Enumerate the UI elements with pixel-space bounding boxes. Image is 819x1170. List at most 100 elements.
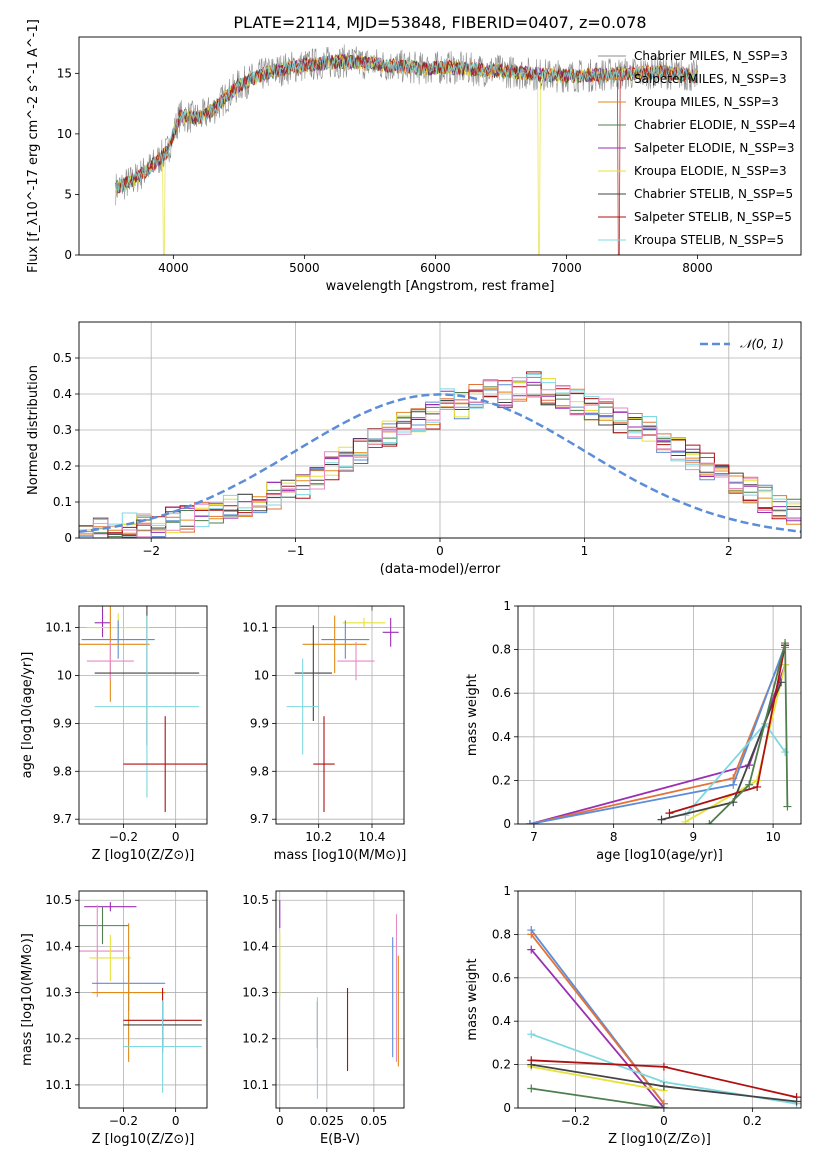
weight_vs_Z-axes: −0.2 0 0.2 0 0.2 0.4 0.6 0.8 1 <box>492 884 801 1128</box>
weight_vs_Z-frame <box>517 890 802 1109</box>
weight_vs_age-xlabel: age [log10(age/yr)] <box>596 848 723 863</box>
legend-entry: Chabrier ELODIE, N_SSP=4 <box>634 118 796 132</box>
x-tick-label: 8 <box>610 830 618 844</box>
data-point <box>659 1082 668 1091</box>
data-point <box>665 809 674 818</box>
data-point <box>527 1030 536 1039</box>
residuals-marks <box>79 371 801 538</box>
x-tick-label: 10 <box>765 830 780 844</box>
age_vs_mass-frame <box>275 605 405 825</box>
legend-entry: Salpeter MILES, N_SSP=3 <box>634 72 787 86</box>
mass_vs_ebv-xlabel: E(B-V) <box>320 1132 360 1147</box>
legend-entry: Chabrier STELIB, N_SSP=5 <box>634 187 793 201</box>
legend-entry: Kroupa STELIB, N_SSP=5 <box>634 233 784 247</box>
weight_vs_age-marks <box>525 639 792 824</box>
x-tick-label: 0.025 <box>310 1114 344 1128</box>
mass_vs_Z-frame <box>78 890 208 1109</box>
y-tick-label: 10 <box>57 668 72 682</box>
data-point <box>657 815 666 824</box>
y-tick-label: 0.4 <box>53 387 72 401</box>
mass-weight-line <box>529 647 786 824</box>
spectrum-series-line <box>115 53 698 255</box>
legend-entry: Salpeter ELODIE, N_SSP=3 <box>634 141 795 155</box>
histogram-series-line <box>79 373 801 538</box>
mass_vs_Z-xlabel: Z [log10(Z/Z⊙)] <box>92 1132 195 1147</box>
data-point <box>781 639 790 648</box>
age_vs_Z-frame <box>78 605 208 825</box>
age_vs_mass-axes: 10.2 10.4 9.7 9.8 9.9 10 10.1 <box>242 606 404 844</box>
age_vs_Z-ylabel: age [log10(age/yr)] <box>20 652 35 779</box>
y-tick-label: 5 <box>64 187 72 201</box>
data-point <box>783 802 792 811</box>
y-tick-label: 0 <box>64 248 72 262</box>
data-point <box>745 780 754 789</box>
y-tick-label: 0.5 <box>53 351 72 365</box>
y-tick-label: 0.4 <box>492 730 511 744</box>
mass-weight-line <box>530 949 665 1108</box>
y-tick-label: 0.2 <box>492 1058 511 1072</box>
y-tick-label: 0 <box>503 1101 511 1115</box>
x-tick-label: 10.4 <box>359 830 386 844</box>
x-tick-label: 7000 <box>551 261 582 275</box>
spectrum-series-line <box>115 54 698 195</box>
residuals-frame <box>78 321 802 539</box>
y-tick-label: 10.5 <box>45 893 72 907</box>
weight_vs_age-axes: 7 8 9 10 0 0.2 0.4 0.6 0.8 1 <box>492 599 801 844</box>
spectrum-xlabel: wavelength [Angstrom, rest frame] <box>326 279 555 294</box>
spectrum-frame <box>78 36 802 256</box>
mass-weight-line <box>531 1087 665 1108</box>
x-tick-label: 2 <box>725 544 733 558</box>
mass_vs_Z-axes: −0.2 0 10.1 10.2 10.3 10.4 10.5 <box>45 891 207 1128</box>
x-tick-label: 0 <box>172 1114 180 1128</box>
mass_vs_ebv-marks <box>279 900 399 1099</box>
y-tick-label: 0.8 <box>492 643 511 657</box>
data-point <box>527 945 536 954</box>
age_vs_Z-xlabel: Z [log10(Z/Z⊙)] <box>92 848 195 863</box>
x-tick-label: 7 <box>530 830 538 844</box>
residuals-axes: −2 −1 0 1 2 0 0.1 0.2 0.3 0.4 0.5 <box>53 322 801 558</box>
mass-weight-line <box>708 642 789 824</box>
x-tick-label: −2 <box>142 544 160 558</box>
y-tick-label: 0.1 <box>53 495 72 509</box>
age_vs_Z-marks <box>79 606 207 813</box>
residuals-ylabel: Normed distribution <box>26 365 41 495</box>
y-tick-label: 0.2 <box>53 459 72 473</box>
x-tick-label: 8000 <box>682 261 713 275</box>
histogram-series-line <box>79 377 801 538</box>
x-tick-label: 0 <box>172 830 180 844</box>
y-tick-label: 9.9 <box>53 716 72 730</box>
data-point <box>705 820 714 824</box>
x-tick-label: 4000 <box>158 261 189 275</box>
y-tick-label: 10.2 <box>45 1032 72 1046</box>
y-tick-label: 10 <box>57 127 72 141</box>
y-tick-label: 0.2 <box>492 773 511 787</box>
legend-entry: 𝒩(0, 1) <box>740 337 784 351</box>
data-point <box>527 1060 536 1069</box>
data-point <box>792 1097 801 1106</box>
x-tick-label: 0 <box>660 1114 668 1128</box>
y-tick-label: 0.6 <box>492 971 511 985</box>
data-point <box>527 930 536 939</box>
y-tick-label: 0.6 <box>492 686 511 700</box>
weight_vs_Z-xlabel: Z [log10(Z/Z⊙)] <box>608 1132 711 1147</box>
spectrum-axes: 4000 5000 6000 7000 8000 0 5 10 15 <box>57 66 713 275</box>
x-tick-label: 0 <box>276 1114 284 1128</box>
age_vs_Z-axes: −0.2 0 9.7 9.8 9.9 10 10.1 <box>45 606 207 844</box>
spectrum-series-line <box>115 53 698 255</box>
y-tick-label: 1 <box>503 884 511 898</box>
mass-weight-line <box>530 933 665 1105</box>
y-tick-label: 9.7 <box>250 812 269 826</box>
x-tick-label: 0.05 <box>361 1114 388 1128</box>
x-tick-label: 0 <box>436 544 444 558</box>
data-point <box>659 1062 668 1071</box>
y-tick-label: 0.8 <box>492 927 511 941</box>
y-tick-label: 0 <box>503 817 511 831</box>
y-tick-label: 10 <box>254 668 269 682</box>
y-tick-label: 10.4 <box>45 939 72 953</box>
y-tick-label: 0.3 <box>53 423 72 437</box>
y-tick-label: 1 <box>503 599 511 613</box>
mass_vs_Z-ylabel: mass [log10(M/M⊙)] <box>20 933 35 1066</box>
spectrum-legend: Chabrier MILES, N_SSP=3 Salpeter MILES, N… <box>598 49 796 247</box>
data-point <box>781 748 790 757</box>
